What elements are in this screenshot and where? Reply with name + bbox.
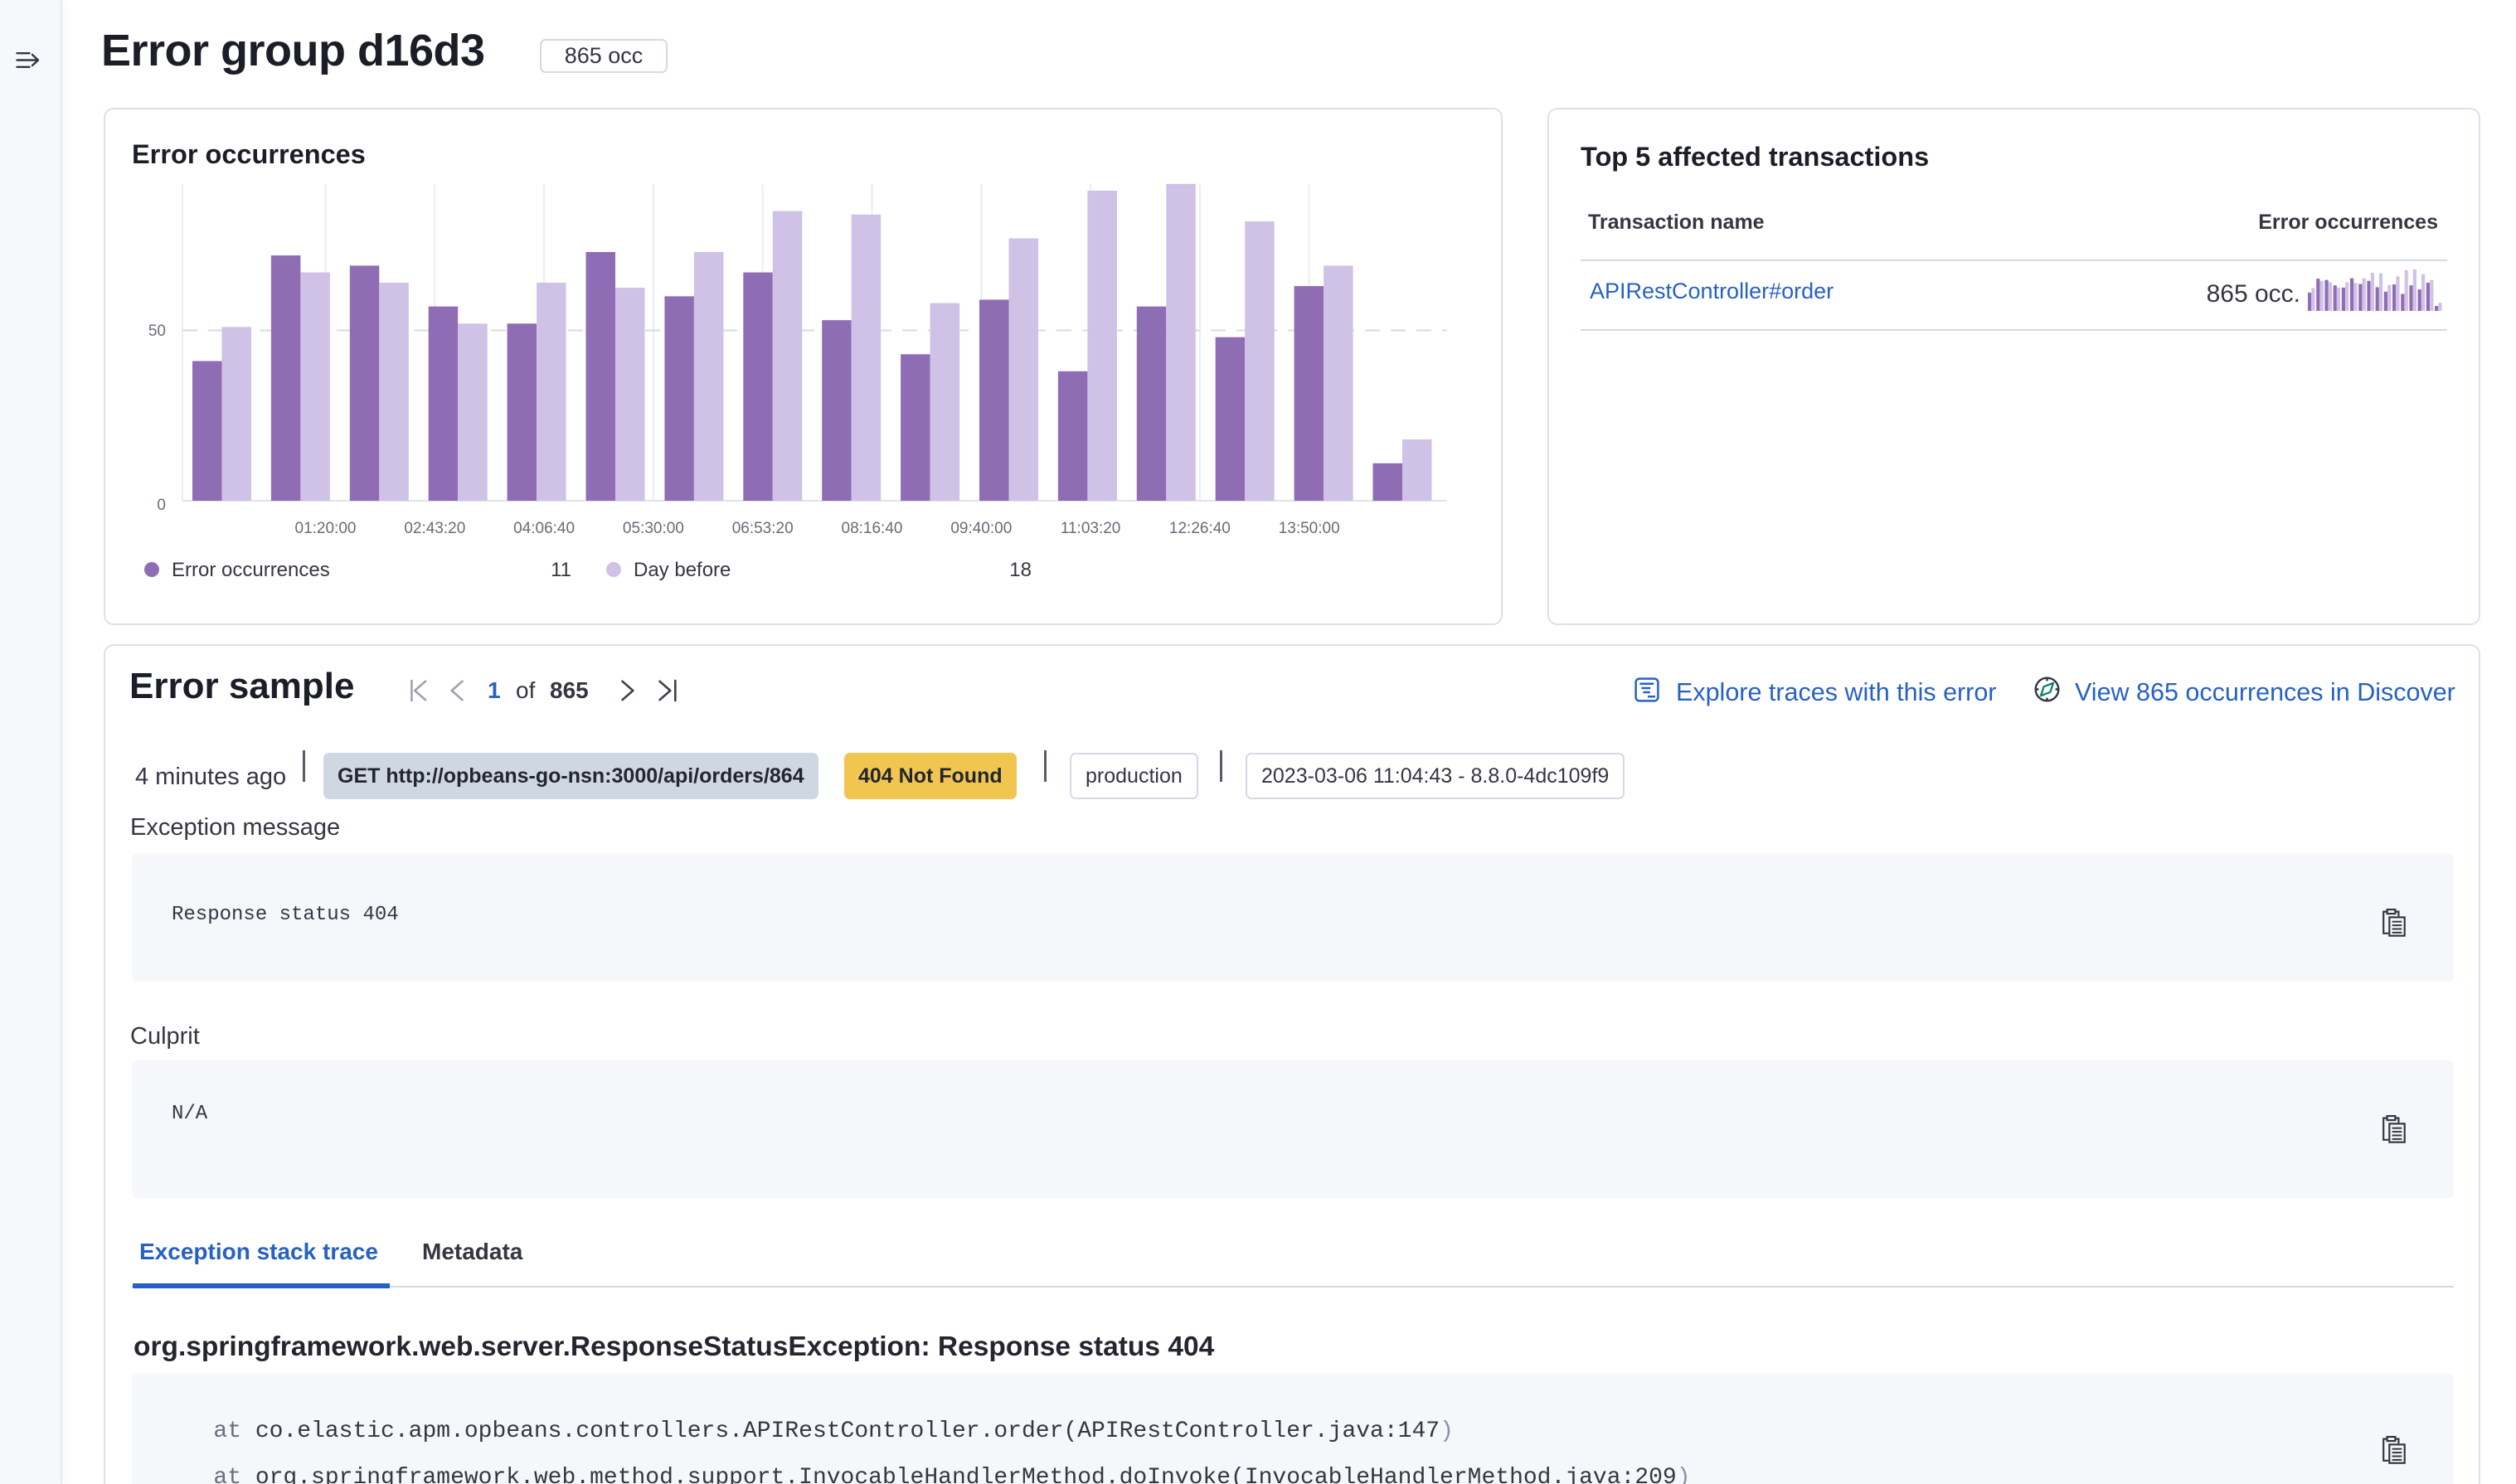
svg-text:12:26:40: 12:26:40 [1169,520,1231,537]
svg-text:05:30:00: 05:30:00 [623,520,684,537]
svg-text:01:20:00: 01:20:00 [295,520,357,537]
svg-text:06:53:20: 06:53:20 [732,520,794,537]
svg-text:04:06:40: 04:06:40 [513,520,575,537]
svg-text:11: 11 [551,559,571,581]
svg-text:13:50:00: 13:50:00 [1279,520,1340,537]
svg-text:50: 50 [148,323,166,340]
svg-text:18: 18 [1009,559,1032,581]
svg-text:0: 0 [157,497,166,514]
svg-text:Day before: Day before [634,559,731,581]
svg-text:Error occurrences: Error occurrences [172,559,330,581]
svg-text:09:40:00: 09:40:00 [950,520,1012,537]
svg-text:02:43:20: 02:43:20 [404,520,465,537]
svg-text:08:16:40: 08:16:40 [842,520,903,537]
svg-text:11:03:20: 11:03:20 [1061,520,1121,537]
